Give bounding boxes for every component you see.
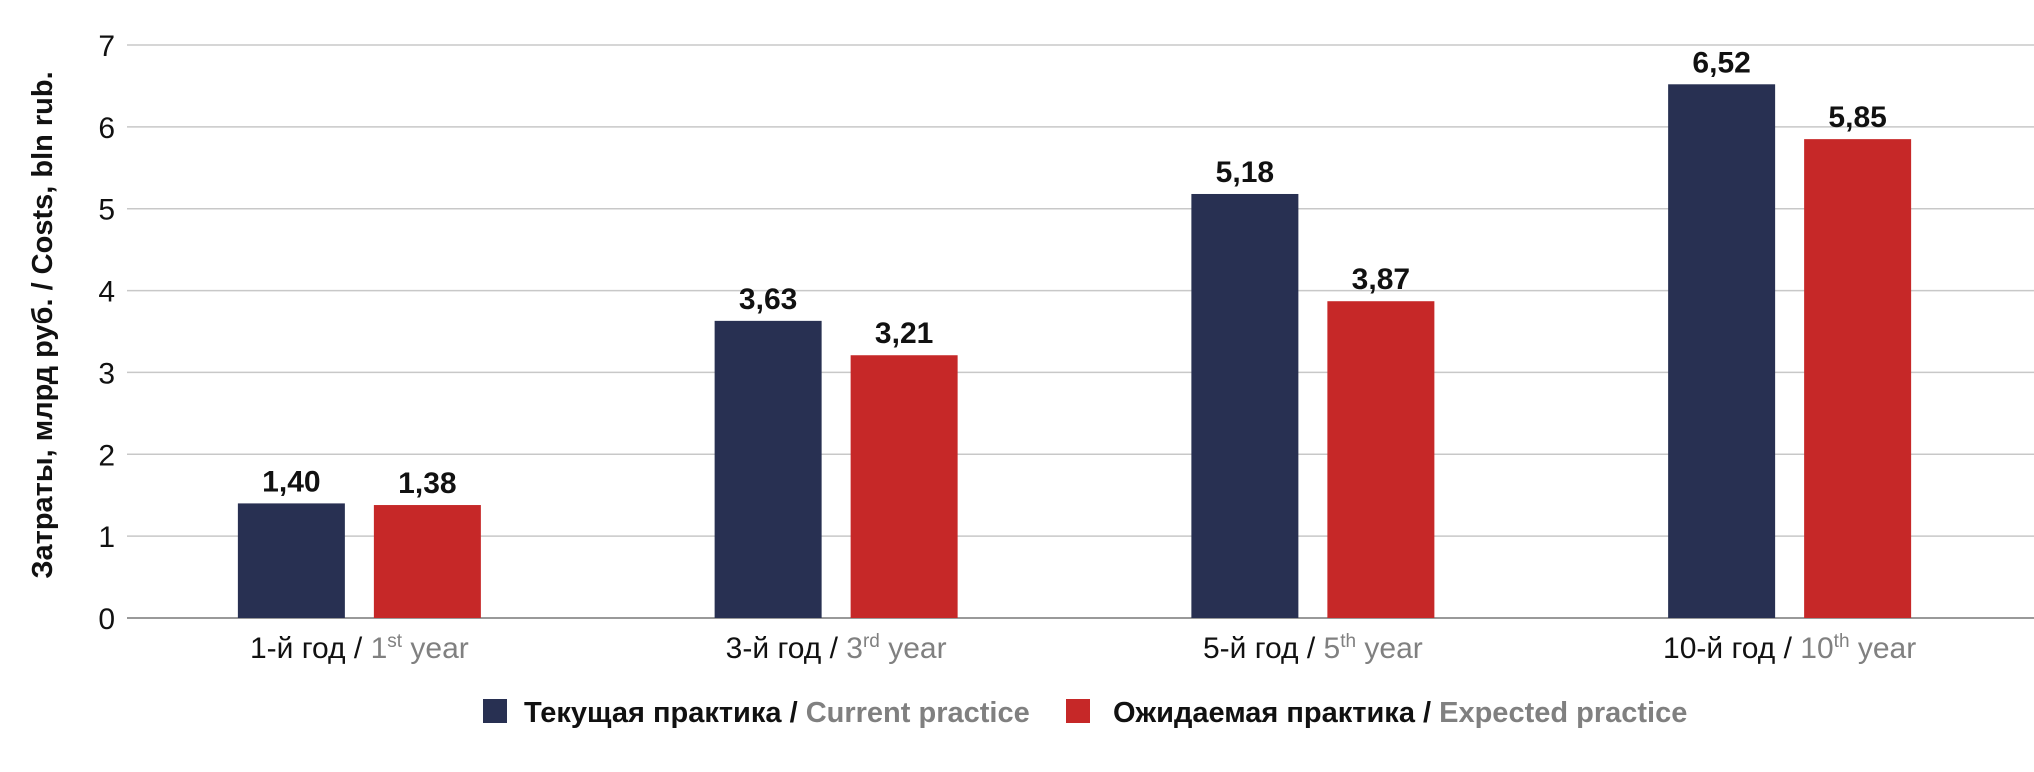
legend-expected-en: Expected practice xyxy=(1439,697,1687,729)
data-label-expected: 1,38 xyxy=(398,467,456,500)
category-part-ru: 3-й год / xyxy=(726,632,847,665)
legend-current-ru: Текущая практика / xyxy=(524,697,806,729)
legend-swatch-current xyxy=(483,699,507,723)
category-part-sup: th xyxy=(1834,631,1850,652)
bar-current xyxy=(714,320,822,618)
category-part-num: 3 xyxy=(846,632,863,665)
y-tick-label: 6 xyxy=(98,112,115,145)
data-label-current: 3,63 xyxy=(739,283,797,316)
category-part-num: 1 xyxy=(371,632,388,665)
bar-current xyxy=(1191,193,1299,619)
y-tick-label: 3 xyxy=(98,357,115,390)
legend-current-en: Current practice xyxy=(806,697,1030,729)
category-part-sup: rd xyxy=(863,631,880,652)
legend-label-expected: Ожидаемая практика / Expected practice xyxy=(1113,697,1687,729)
legend-swatch-expected xyxy=(1066,699,1090,723)
y-tick-label: 5 xyxy=(98,194,115,227)
category-part-ru: 10-й год / xyxy=(1663,632,1800,665)
category-part-en: year xyxy=(880,632,947,665)
x-category-label: 10-й год / 10th year xyxy=(1663,631,1916,665)
data-label-expected: 3,87 xyxy=(1352,263,1410,296)
y-axis-label-ru: Затраты, млрд руб. / xyxy=(27,274,59,578)
legend-expected-ru: Ожидаемая практика / xyxy=(1113,697,1439,729)
x-axis-categories: 1-й год / 1st year 3-й год / 3rd year 5-й … xyxy=(250,631,1916,665)
x-category-label: 5-й год / 5th year xyxy=(1203,631,1423,665)
y-tick-label: 4 xyxy=(98,276,115,309)
x-category-label: 3-й год / 3rd year xyxy=(726,631,947,665)
data-label-current: 1,40 xyxy=(262,465,320,498)
category-part-sup: st xyxy=(387,631,403,652)
y-axis-label: Затраты, млрд руб. / Costs, bln rub. xyxy=(27,71,59,578)
bar-expected xyxy=(1327,301,1435,618)
bars xyxy=(237,84,1912,619)
category-part-sup: th xyxy=(1340,631,1356,652)
category-part-en: year xyxy=(1356,632,1423,665)
category-part-num: 10 xyxy=(1800,632,1833,665)
y-tick-label: 1 xyxy=(98,521,115,554)
bar-current xyxy=(237,503,345,618)
category-part-num: 5 xyxy=(1324,632,1341,665)
data-labels: 1,40 1,38 3,63 3,21 5,18 3,87 6,52 5,85 xyxy=(262,46,1887,500)
y-tick-label: 7 xyxy=(98,30,115,63)
y-axis-label-en: Costs, bln rub. xyxy=(27,71,59,274)
category-part-ru: 1-й год / xyxy=(250,632,371,665)
data-label-current: 5,18 xyxy=(1216,156,1274,189)
bar-expected xyxy=(1804,139,1912,618)
data-label-expected: 5,85 xyxy=(1828,101,1886,134)
bar-expected xyxy=(373,505,481,618)
category-part-en: year xyxy=(402,632,469,665)
category-part-en: year xyxy=(1850,632,1917,665)
category-part-ru: 5-й год / xyxy=(1203,632,1324,665)
y-axis-ticks: 0 1 2 3 4 5 6 7 xyxy=(98,30,115,636)
y-tick-label: 0 xyxy=(98,603,115,636)
x-category-label: 1-й год / 1st year xyxy=(250,631,469,665)
data-label-expected: 3,21 xyxy=(875,317,933,350)
legend: Текущая практика / Current practice Ожид… xyxy=(483,697,1687,729)
legend-label-current: Текущая практика / Current practice xyxy=(524,697,1030,729)
data-label-current: 6,52 xyxy=(1692,46,1750,79)
y-tick-label: 2 xyxy=(98,439,115,472)
bar-current xyxy=(1668,84,1776,618)
bar-expected xyxy=(850,355,958,618)
